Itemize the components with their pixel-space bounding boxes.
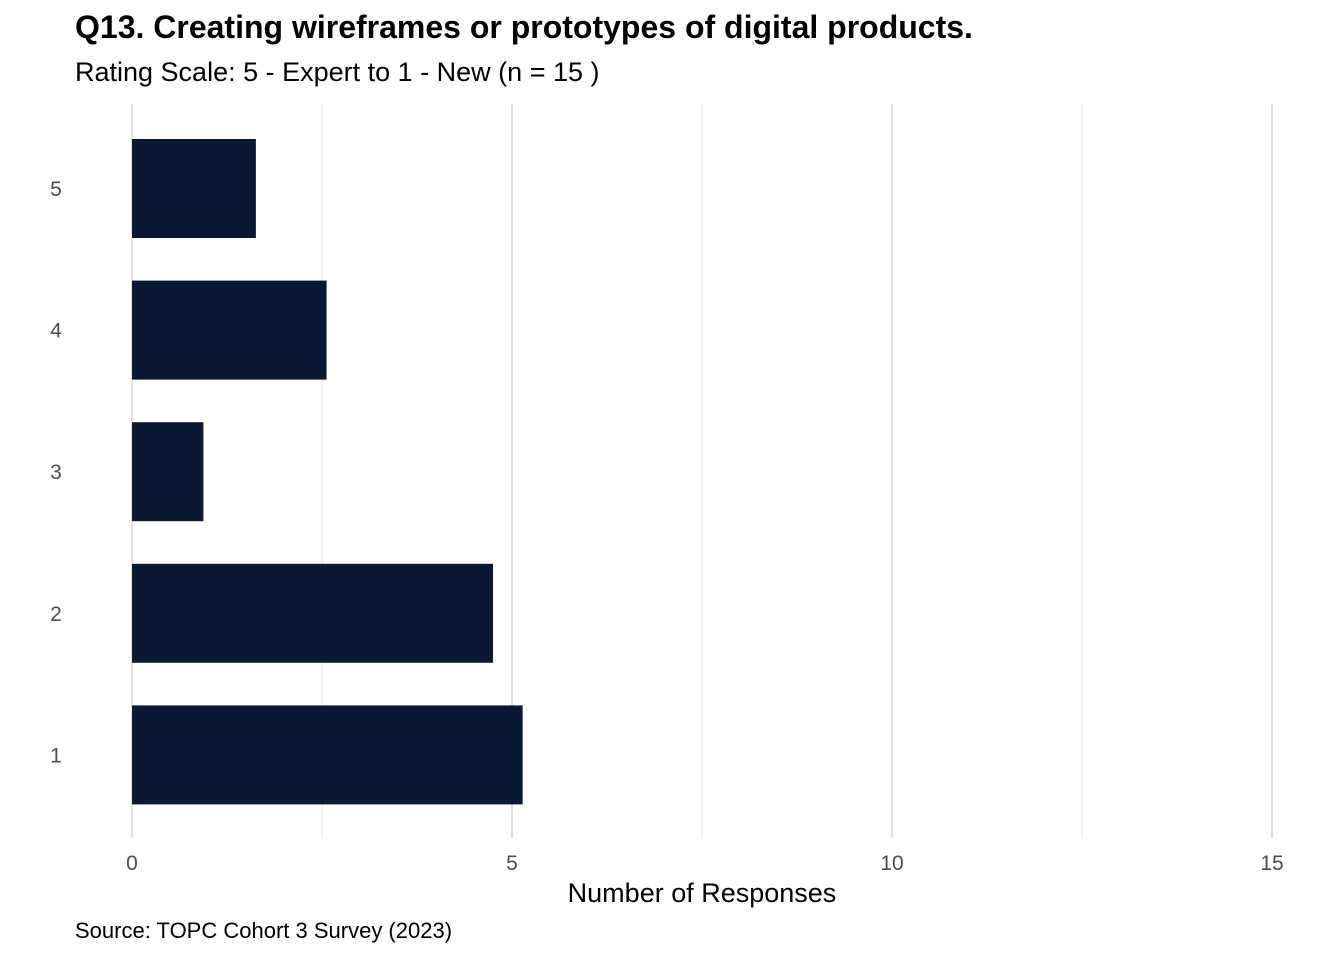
y-tick-label: 1 <box>50 744 62 767</box>
y-tick-label: 3 <box>50 461 62 484</box>
bars <box>132 139 523 805</box>
y-tick-labels: 5 4 3 2 1 <box>50 178 62 767</box>
chart-subtitle: Rating Scale: 5 - Expert to 1 - New (n =… <box>75 57 600 87</box>
x-axis-title: Number of Responses <box>568 878 837 908</box>
x-tick-labels: 0 5 10 15 <box>126 852 1284 875</box>
x-tick-label: 0 <box>126 852 138 875</box>
chart-title: Q13. Creating wireframes or prototypes o… <box>75 9 973 45</box>
bar-rating-5 <box>132 139 256 238</box>
bar-rating-1 <box>132 705 523 805</box>
y-tick-label: 5 <box>50 178 62 201</box>
x-tick-label: 5 <box>506 852 518 875</box>
y-tick-label: 4 <box>50 320 62 343</box>
y-tick-label: 2 <box>50 603 62 626</box>
bar-rating-3 <box>132 422 204 522</box>
x-tick-label: 10 <box>880 852 903 875</box>
bar-rating-4 <box>132 280 327 380</box>
bar-rating-2 <box>132 563 493 663</box>
chart-caption: Source: TOPC Cohort 3 Survey (2023) <box>75 918 453 943</box>
x-tick-label: 15 <box>1260 852 1283 875</box>
